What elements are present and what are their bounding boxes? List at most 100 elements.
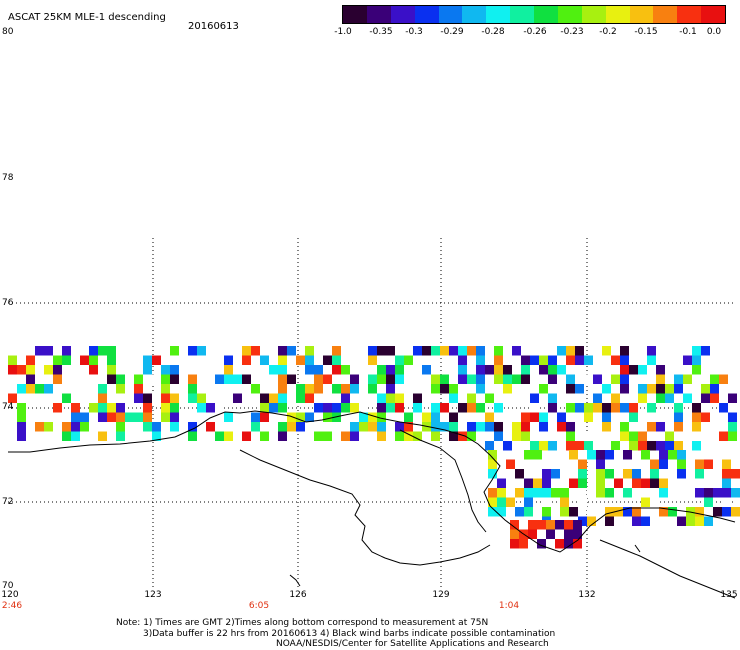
data-cell [641, 497, 650, 507]
coastline-river [634, 544, 641, 553]
data-cell [602, 346, 611, 356]
data-cell [530, 393, 539, 403]
coastline-inlet [289, 574, 301, 587]
data-cell [512, 431, 521, 441]
data-cell [542, 488, 551, 498]
data-cell [278, 365, 287, 375]
colorbar [342, 5, 726, 24]
data-cell [458, 365, 467, 375]
data-cell [548, 441, 557, 451]
data-cell [224, 365, 233, 375]
data-cell [623, 450, 632, 460]
data-cell [116, 431, 125, 441]
data-cell [704, 488, 713, 498]
data-cell [605, 469, 614, 479]
data-cell [440, 346, 449, 356]
data-cell [578, 478, 587, 488]
data-cell [701, 393, 710, 403]
data-cell [602, 403, 611, 413]
data-cell [161, 384, 170, 394]
data-cell [62, 431, 71, 441]
data-cell [593, 393, 602, 403]
data-cell [728, 393, 737, 403]
data-cell [350, 374, 359, 384]
data-cell [632, 469, 641, 479]
data-cell [386, 374, 395, 384]
data-cell [695, 488, 704, 498]
data-cell [620, 393, 629, 403]
data-cell [731, 507, 740, 517]
data-cell [431, 412, 440, 422]
data-cell [188, 393, 197, 403]
data-cell [476, 355, 485, 365]
data-cell [674, 384, 683, 394]
data-cell [596, 459, 605, 469]
data-cell [701, 412, 710, 422]
data-cell [458, 403, 467, 413]
data-cell [701, 384, 710, 394]
data-cell [278, 431, 287, 441]
data-cell [350, 431, 359, 441]
data-cell [89, 365, 98, 375]
colorbar-swatch [701, 6, 725, 23]
colorbar-swatch [438, 6, 463, 23]
data-cell [53, 365, 62, 375]
data-cell [575, 403, 584, 413]
data-cell [395, 355, 404, 365]
data-cell [395, 412, 404, 422]
data-cell [510, 520, 519, 530]
data-cell [26, 374, 35, 384]
data-cell [555, 520, 564, 530]
data-cell [695, 516, 704, 526]
data-cell [548, 355, 557, 365]
data-cell [488, 469, 497, 479]
lat-label-76: 76 [2, 298, 14, 308]
data-cell [89, 355, 98, 365]
data-cell [704, 469, 713, 479]
data-cell [620, 422, 629, 432]
data-cell [719, 374, 728, 384]
data-cell [287, 422, 296, 432]
data-cell [170, 412, 179, 422]
data-cell [287, 412, 296, 422]
data-cell [71, 412, 80, 422]
colorbar-swatch [557, 6, 582, 23]
data-cell [386, 346, 395, 356]
data-cell [494, 365, 503, 375]
data-cell [269, 365, 278, 375]
data-cell [647, 355, 656, 365]
data-cell [593, 374, 602, 384]
data-cell [17, 384, 26, 394]
data-cell [632, 507, 641, 517]
data-cell [224, 431, 233, 441]
colorbar-tick-label: -0.35 [369, 27, 393, 37]
data-cell [602, 365, 611, 375]
data-cell [53, 403, 62, 413]
data-cell [161, 403, 170, 413]
data-cell [359, 374, 368, 384]
data-cell [8, 422, 17, 432]
data-cell [605, 516, 614, 526]
data-cell [713, 507, 722, 517]
data-cell [278, 403, 287, 413]
data-cell [494, 355, 503, 365]
data-cell [524, 450, 533, 460]
data-cell [188, 431, 197, 441]
data-cell [530, 355, 539, 365]
data-cell [80, 355, 89, 365]
data-cell [575, 441, 584, 451]
data-cell [395, 365, 404, 375]
data-cell [623, 507, 632, 517]
data-cell [332, 346, 341, 356]
data-cell [26, 384, 35, 394]
data-cell [125, 412, 134, 422]
data-cell [638, 384, 647, 394]
data-cell [623, 488, 632, 498]
data-cell [368, 384, 377, 394]
data-cell [215, 393, 224, 403]
data-cell [188, 374, 197, 384]
data-cell [494, 346, 503, 356]
data-cell [332, 365, 341, 375]
data-cell [413, 412, 422, 422]
data-cell [569, 507, 578, 517]
